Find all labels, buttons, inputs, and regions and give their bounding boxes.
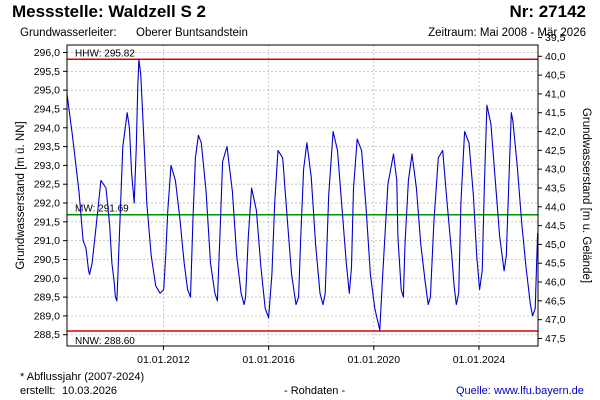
y-axis-title-left: Grundwasserstand [m ü. NN] bbox=[15, 121, 27, 269]
plot-frame bbox=[66, 44, 539, 347]
x-tick-label: 01.01.2016 bbox=[242, 354, 295, 366]
y-tick-label-left: 294,5 bbox=[34, 103, 60, 115]
y-tick-label-left: 292,5 bbox=[34, 179, 60, 191]
y-tick-label-left: 293,5 bbox=[34, 141, 60, 153]
y-tick-label-right: 44,5 bbox=[545, 220, 566, 232]
y-tick-label-right: 47,0 bbox=[545, 314, 566, 326]
aquifer-value: Oberer Buntsandstein bbox=[136, 27, 248, 39]
y-tick-label-right: 43,5 bbox=[545, 182, 566, 194]
y-tick-label-left: 295,5 bbox=[34, 66, 60, 78]
y-tick-label-right: 41,5 bbox=[545, 107, 566, 119]
station-title: Messstelle: Waldzell S 2 bbox=[12, 2, 206, 21]
period-label: Zeitraum: Mai 2008 - Mär 2026 bbox=[428, 27, 586, 39]
reference-label-hhw: HHW: 295.82 bbox=[75, 48, 135, 59]
y-tick-label-left: 294,0 bbox=[34, 122, 60, 134]
y-tick-label-right: 46,5 bbox=[545, 295, 566, 307]
raw-data-note: - Rohdaten - bbox=[284, 385, 346, 397]
source-label: Quelle: bbox=[456, 385, 491, 397]
station-number: Nr: 27142 bbox=[509, 2, 586, 21]
y-tick-label-right: 42,0 bbox=[545, 126, 566, 138]
y-tick-label-left: 293,0 bbox=[34, 160, 60, 172]
y-tick-label-right: 40,0 bbox=[545, 51, 566, 63]
y-tick-label-left: 289,5 bbox=[34, 292, 60, 304]
y-tick-label-right: 44,0 bbox=[545, 201, 566, 213]
y-tick-label-right: 41,0 bbox=[545, 88, 566, 100]
y-tick-label-right: 45,5 bbox=[545, 258, 566, 270]
y-tick-label-left: 295,0 bbox=[34, 85, 60, 97]
y-tick-label-left: 296,0 bbox=[34, 47, 60, 59]
reference-label-mw: MW: 291.69 bbox=[75, 204, 129, 215]
y-tick-label-left: 290,5 bbox=[34, 254, 60, 266]
y-tick-label-left: 292,0 bbox=[34, 198, 60, 210]
hydro-year-note: * Abflussjahr (2007-2024) bbox=[20, 371, 145, 383]
y-tick-label-left: 288,5 bbox=[34, 329, 60, 341]
y-tick-label-right: 43,0 bbox=[545, 164, 566, 176]
water-level-series bbox=[66, 58, 539, 331]
reference-label-nnw: NNW: 288.60 bbox=[75, 336, 135, 347]
y-tick-label-right: 45,0 bbox=[545, 239, 566, 251]
y-tick-label-left: 289,0 bbox=[34, 310, 60, 322]
y-tick-label-right: 47,5 bbox=[545, 333, 566, 345]
created-label: erstellt: bbox=[20, 385, 56, 397]
y-tick-label-left: 291,5 bbox=[34, 216, 60, 228]
x-tick-label: 01.01.2024 bbox=[453, 354, 506, 366]
y-tick-label-left: 290,0 bbox=[34, 273, 60, 285]
source-link[interactable]: www.lfu.bayern.de bbox=[494, 385, 584, 397]
x-tick-label: 01.01.2012 bbox=[137, 354, 190, 366]
y-axis-title-right: Grundwasserstand [m u. Gelände] bbox=[580, 108, 592, 283]
x-tick-label: 01.01.2020 bbox=[348, 354, 401, 366]
y-tick-label-right: 39,5 bbox=[545, 32, 566, 44]
y-tick-label-right: 42,5 bbox=[545, 145, 566, 157]
y-tick-label-left: 291,0 bbox=[34, 235, 60, 247]
y-tick-label-right: 40,5 bbox=[545, 70, 566, 82]
aquifer-label: Grundwasserleiter: bbox=[20, 27, 117, 39]
created-date: 10.03.2026 bbox=[62, 385, 118, 397]
y-tick-label-right: 46,0 bbox=[545, 277, 566, 289]
